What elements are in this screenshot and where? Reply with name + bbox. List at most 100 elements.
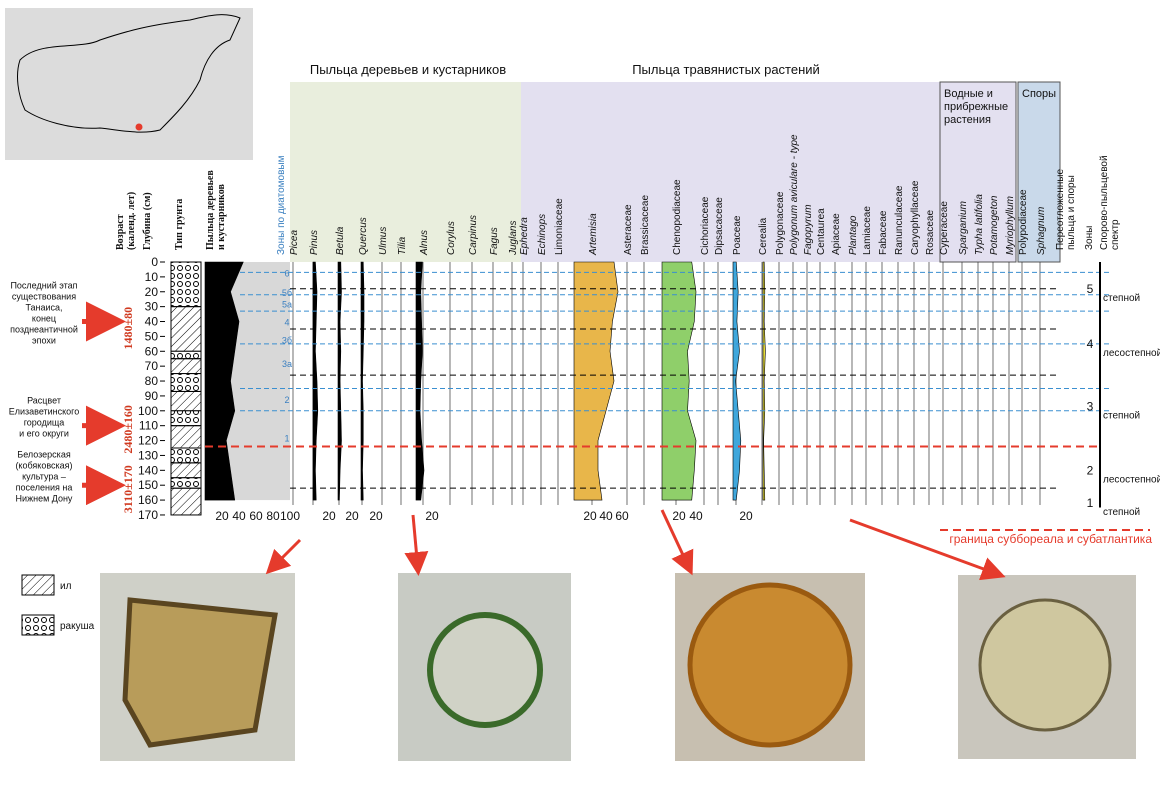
lithology-layer — [170, 358, 202, 375]
taxon-label: Echinops — [537, 214, 548, 255]
x-tick-label: 20 — [739, 509, 753, 523]
note-line: Расцвет — [27, 396, 61, 406]
taxon-label: Limoniaceae — [554, 198, 565, 255]
x-tick-label: 20 — [345, 509, 359, 523]
x-tick-label: 100 — [280, 509, 300, 523]
legend-label: ил — [60, 581, 72, 592]
diatom-zone: 1 — [284, 434, 289, 444]
taxon-label: Cerealia — [758, 217, 769, 255]
boundary-label: граница суббореала и субатлантика — [949, 532, 1152, 546]
pollen-curve — [337, 261, 342, 501]
x-tick-label: 20 — [425, 509, 439, 523]
taxon-label: Brassicaceae — [640, 195, 651, 255]
photo-arrow — [849, 518, 1006, 581]
age-label: 1480±80 — [121, 307, 135, 350]
zone-number: 2 — [1087, 463, 1094, 477]
taxon-label: Poaceae — [732, 215, 743, 255]
group-title: Водные и — [944, 88, 993, 100]
column-header: Тип грунта — [174, 199, 185, 250]
taxon-label: Chenopodiaceae — [672, 179, 683, 255]
x-tick-label: 40 — [232, 509, 246, 523]
diatom-zone: 2 — [284, 395, 289, 405]
column-header: Глубина (см) — [142, 192, 153, 250]
taxon-label: Ranunculaceae — [894, 185, 905, 255]
note-line: конец — [32, 314, 56, 324]
taxon-label: Asteraceae — [623, 204, 634, 255]
legend-swatch — [21, 614, 55, 636]
lithology-layer — [170, 350, 202, 360]
lithology-layer — [170, 462, 202, 479]
x-tick-label: 20 — [215, 509, 229, 523]
note-line: поселения на — [16, 483, 73, 493]
taxon-label: Quercus — [358, 217, 369, 255]
pollen-curve — [312, 261, 319, 501]
depth-tick-label: 160 — [138, 493, 158, 507]
taxon-label: Corylus — [446, 221, 457, 255]
column-header: Спорово-пыльцевой — [1099, 155, 1110, 250]
pollen-curve — [661, 261, 697, 501]
diatom-zone: 6 — [284, 268, 289, 278]
taxon-label: Polygonum aviculare - type — [789, 134, 800, 255]
group-title: прибрежные — [944, 101, 1008, 113]
spores-bg — [1017, 81, 1061, 263]
taxon-label: Sphagnum — [1036, 207, 1047, 255]
taxon-label: Ephedra — [519, 217, 530, 255]
zone-type: степной — [1103, 293, 1140, 304]
taxon-label: Pinus — [309, 230, 320, 255]
lithology-layer — [170, 487, 202, 516]
column-header: Возраст — [115, 214, 126, 250]
note-line: позднеантичной — [10, 325, 78, 335]
taxon-label: Lamiaceae — [862, 206, 873, 255]
column-header: пыльца и споры — [1066, 175, 1077, 250]
zone-type: лесостепной — [1103, 474, 1160, 485]
taxon-label: Dipsacaceae — [714, 197, 725, 255]
depth-tick-label: 70 — [145, 359, 159, 373]
zone-number: 5 — [1087, 282, 1094, 296]
depth-tick-label: 10 — [145, 270, 159, 284]
depth-tick-label: 80 — [145, 374, 159, 388]
x-tick-label: 80 — [266, 509, 280, 523]
photo-arrow — [404, 514, 429, 576]
taxon-label: Caryophyllaceae — [910, 180, 921, 255]
depth-tick-label: 140 — [138, 463, 158, 477]
column-header: Зоны — [1084, 226, 1095, 250]
x-tick-label: 20 — [322, 509, 336, 523]
x-tick-label: 60 — [615, 509, 629, 523]
taxon-label: Picea — [289, 230, 300, 255]
pollen-curve — [360, 261, 365, 501]
note-line: культура – — [22, 472, 66, 482]
lithology-layer — [170, 306, 202, 352]
column-header: (календ. лет) — [126, 192, 137, 250]
trees-bg — [290, 82, 521, 262]
taxon-label: Tilia — [397, 236, 408, 255]
x-tick-label: 20 — [583, 509, 597, 523]
pollen-curve — [573, 261, 619, 501]
depth-tick-label: 60 — [145, 344, 159, 358]
map — [5, 8, 253, 160]
depth-tick-label: 50 — [145, 329, 159, 343]
pollen-curve — [204, 261, 244, 501]
herbs-bg — [521, 82, 940, 262]
column-header: Пыльца деревьев — [205, 170, 216, 250]
note-line: эпохи — [32, 336, 56, 346]
note-line: Елизаветинского — [9, 407, 80, 417]
note-line: (кобяковская) — [15, 461, 72, 471]
depth-tick-label: 150 — [138, 478, 158, 492]
note-line: Танаиса, — [25, 303, 62, 313]
group-title: растения — [944, 114, 991, 126]
column-header: и кустарников — [216, 183, 227, 250]
note-line: существования — [12, 292, 76, 302]
group-title: Пыльца деревьев и кустарников — [310, 62, 506, 77]
taxon-label: Cichoriaceae — [700, 196, 711, 255]
taxon-label: Polygonaceae — [775, 191, 786, 255]
diatom-zone: 3б — [282, 335, 292, 345]
lithology-layer — [170, 447, 202, 464]
diatom-zone: 5а — [282, 300, 292, 310]
lithology-layer — [170, 373, 202, 392]
taxon-label: Carpinus — [468, 215, 479, 255]
pollen-curve — [732, 261, 742, 501]
diatom-zone: 5б — [282, 288, 292, 298]
zone-type: степной — [1103, 410, 1140, 421]
taxon-label: Potamogeton — [989, 195, 1000, 255]
